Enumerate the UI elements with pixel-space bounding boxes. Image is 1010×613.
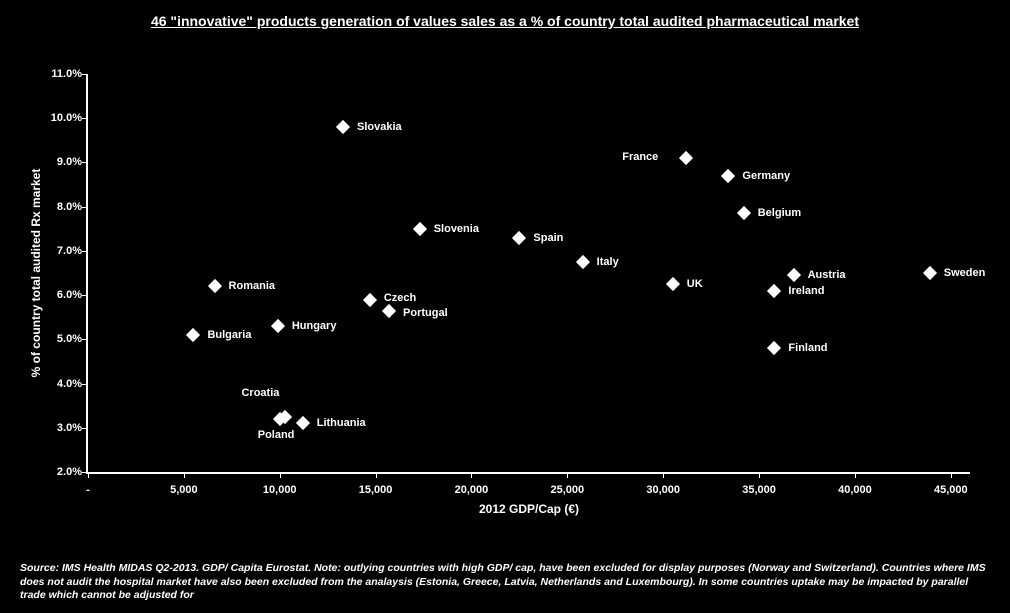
data-point-label: Finland [788, 342, 827, 354]
data-point-label: Germany [742, 170, 790, 182]
data-point [413, 222, 427, 236]
x-tick-label: 40,000 [838, 484, 872, 496]
data-point-label: Slovenia [434, 223, 479, 235]
data-point [336, 120, 350, 134]
data-point [923, 266, 937, 280]
data-point-label: Lithuania [317, 417, 366, 429]
x-tick-label: 25,000 [551, 484, 585, 496]
data-point [363, 292, 377, 306]
x-tick [376, 472, 377, 478]
y-tick [82, 118, 88, 119]
chart-container: % of country total audited Rx market 201… [20, 60, 990, 530]
y-tick-label: 8.0% [28, 201, 82, 213]
x-tick-label: 5,000 [170, 484, 198, 496]
y-tick-label: 11.0% [28, 68, 82, 80]
x-tick [88, 472, 89, 478]
data-point [767, 284, 781, 298]
data-point-label: France [622, 151, 658, 163]
y-tick [82, 162, 88, 163]
data-point-label: UK [687, 278, 703, 290]
x-tick [855, 472, 856, 478]
plot-area: % of country total audited Rx market 201… [86, 74, 970, 474]
data-point-label: Sweden [944, 267, 986, 279]
y-tick-label: 3.0% [28, 422, 82, 434]
x-tick-label: 45,000 [934, 484, 968, 496]
data-point-label: Croatia [241, 387, 279, 399]
data-point [512, 231, 526, 245]
data-point-label: Poland [258, 429, 295, 441]
x-tick [184, 472, 185, 478]
data-point [666, 277, 680, 291]
y-tick-label: 5.0% [28, 333, 82, 345]
data-point-label: Czech [384, 292, 416, 304]
x-tick [951, 472, 952, 478]
y-tick [82, 428, 88, 429]
y-tick-label: 10.0% [28, 112, 82, 124]
x-tick-label: 15,000 [359, 484, 393, 496]
data-point [296, 416, 310, 430]
y-tick [82, 207, 88, 208]
data-point [207, 279, 221, 293]
data-point-label: Ireland [788, 285, 824, 297]
x-tick [759, 472, 760, 478]
y-tick-label: 7.0% [28, 245, 82, 257]
y-tick-label: 6.0% [28, 289, 82, 301]
y-tick-label: 4.0% [28, 378, 82, 390]
y-tick-label: 2.0% [28, 466, 82, 478]
x-tick-label: 35,000 [742, 484, 776, 496]
data-point-label: Belgium [758, 207, 801, 219]
y-tick [82, 251, 88, 252]
x-axis-title: 2012 GDP/Cap (€) [479, 502, 579, 516]
data-point-label: Portugal [403, 307, 448, 319]
data-point-label: Bulgaria [207, 329, 251, 341]
chart-title: 46 "innovative" products generation of v… [0, 0, 1010, 34]
data-point-label: Spain [533, 232, 563, 244]
data-point [576, 255, 590, 269]
y-tick [82, 384, 88, 385]
chart-caption: Source: IMS Health MIDAS Q2-2013. GDP/ C… [20, 562, 990, 603]
data-point [186, 328, 200, 342]
x-tick [663, 472, 664, 478]
y-tick [82, 295, 88, 296]
data-point [767, 341, 781, 355]
x-tick [567, 472, 568, 478]
y-tick-label: 9.0% [28, 156, 82, 168]
x-tick-label: 10,000 [263, 484, 297, 496]
data-point [271, 319, 285, 333]
x-tick-label: 20,000 [455, 484, 489, 496]
data-point-label: Italy [597, 256, 619, 268]
x-tick [280, 472, 281, 478]
data-point-label: Romania [229, 280, 275, 292]
data-point [721, 169, 735, 183]
y-tick [82, 74, 88, 75]
data-point [737, 206, 751, 220]
data-point-label: Austria [808, 269, 846, 281]
y-tick [82, 339, 88, 340]
x-tick [471, 472, 472, 478]
data-point [382, 304, 396, 318]
data-point [787, 268, 801, 282]
data-point-label: Hungary [292, 320, 337, 332]
data-point [679, 151, 693, 165]
data-point-label: Slovakia [357, 121, 402, 133]
x-tick-label: - [86, 484, 90, 496]
x-tick-label: 30,000 [646, 484, 680, 496]
